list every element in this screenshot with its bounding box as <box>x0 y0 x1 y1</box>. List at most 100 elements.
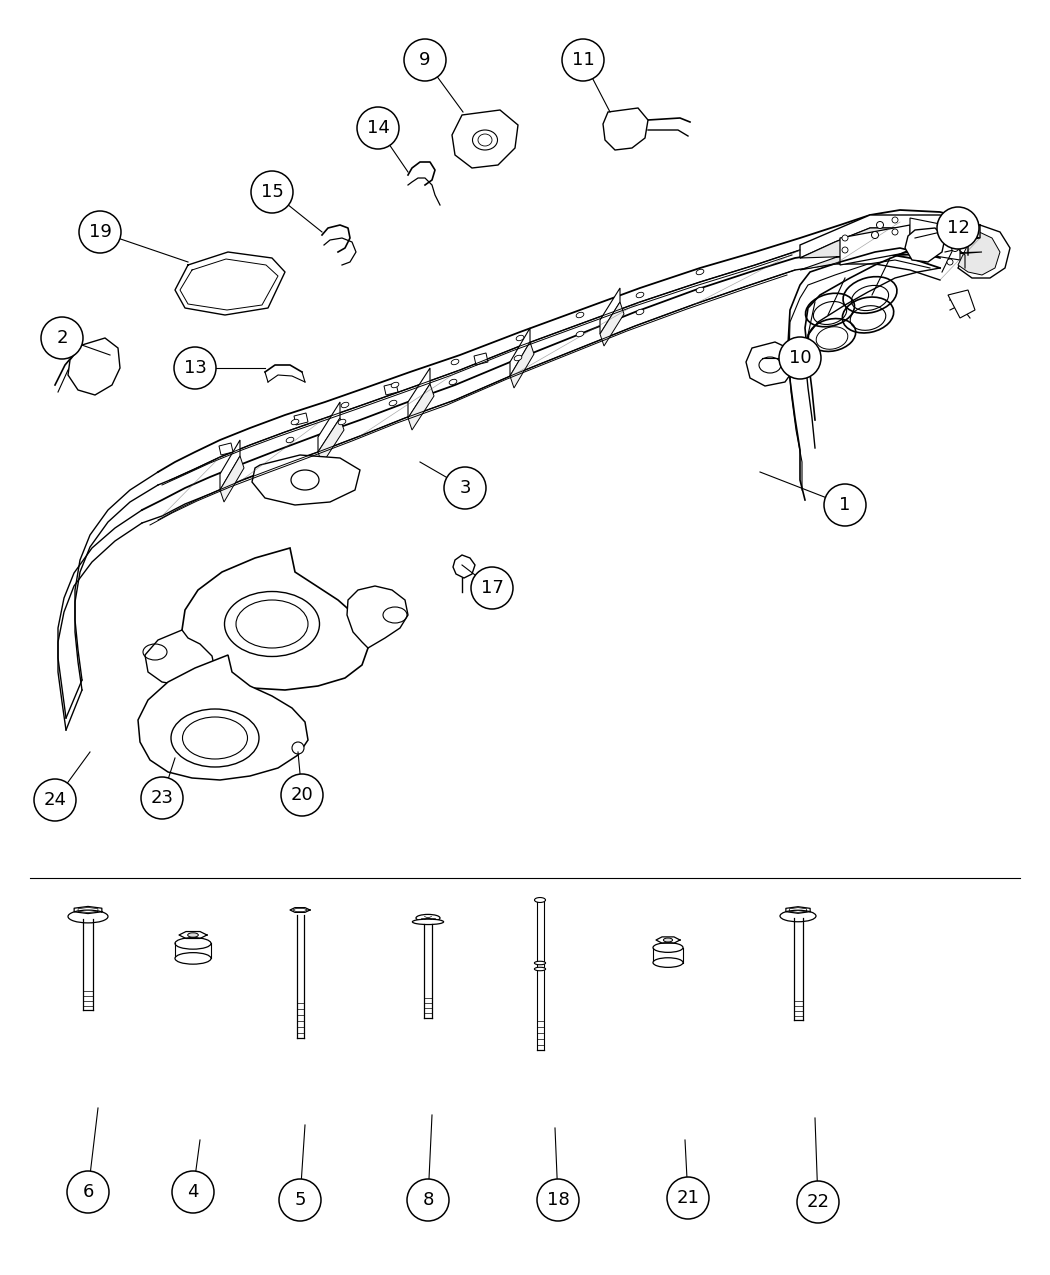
Ellipse shape <box>696 269 704 274</box>
Text: 2: 2 <box>57 329 68 347</box>
Ellipse shape <box>175 937 211 949</box>
Text: 12: 12 <box>946 219 969 237</box>
Polygon shape <box>600 302 624 346</box>
Polygon shape <box>794 918 802 1020</box>
Polygon shape <box>145 630 215 686</box>
Polygon shape <box>296 915 303 1038</box>
Polygon shape <box>178 932 207 938</box>
Ellipse shape <box>514 356 522 361</box>
Ellipse shape <box>696 287 704 293</box>
Polygon shape <box>603 108 648 150</box>
Circle shape <box>34 779 76 821</box>
Circle shape <box>957 242 963 249</box>
Polygon shape <box>958 224 1010 278</box>
Polygon shape <box>785 907 811 913</box>
Text: 6: 6 <box>82 1183 93 1201</box>
Polygon shape <box>384 382 398 395</box>
Text: 20: 20 <box>291 785 313 805</box>
Text: 24: 24 <box>43 790 66 810</box>
Polygon shape <box>510 342 534 388</box>
Polygon shape <box>175 944 211 959</box>
Ellipse shape <box>287 437 294 442</box>
Circle shape <box>877 222 883 228</box>
Ellipse shape <box>534 961 546 965</box>
Polygon shape <box>537 901 544 1051</box>
Polygon shape <box>220 440 240 490</box>
Circle shape <box>937 207 979 249</box>
Circle shape <box>892 217 898 223</box>
Ellipse shape <box>341 403 349 408</box>
Ellipse shape <box>534 898 546 903</box>
Circle shape <box>404 40 446 82</box>
Polygon shape <box>408 368 430 418</box>
Polygon shape <box>346 586 408 648</box>
Polygon shape <box>83 918 93 1010</box>
Text: 8: 8 <box>422 1191 434 1209</box>
Circle shape <box>562 40 604 82</box>
Circle shape <box>67 1170 109 1213</box>
Circle shape <box>141 776 183 819</box>
Text: 11: 11 <box>571 51 594 69</box>
Ellipse shape <box>175 952 211 964</box>
Polygon shape <box>905 228 945 261</box>
Polygon shape <box>800 228 982 270</box>
Ellipse shape <box>517 335 524 340</box>
Circle shape <box>957 227 963 233</box>
Text: 9: 9 <box>419 51 430 69</box>
Text: 23: 23 <box>150 789 173 807</box>
Polygon shape <box>294 413 308 425</box>
Circle shape <box>444 467 486 509</box>
Polygon shape <box>474 353 488 365</box>
Ellipse shape <box>338 419 345 425</box>
Ellipse shape <box>68 910 108 923</box>
Polygon shape <box>318 402 340 453</box>
Text: 22: 22 <box>806 1193 830 1211</box>
Circle shape <box>174 347 216 389</box>
Circle shape <box>292 742 304 754</box>
Ellipse shape <box>449 379 457 385</box>
Ellipse shape <box>636 310 644 315</box>
Polygon shape <box>408 384 434 430</box>
Polygon shape <box>75 907 102 914</box>
Polygon shape <box>600 288 620 334</box>
Text: 13: 13 <box>184 360 207 377</box>
Circle shape <box>779 337 821 379</box>
Ellipse shape <box>291 419 299 425</box>
Text: 19: 19 <box>88 223 111 241</box>
Polygon shape <box>656 937 680 944</box>
Text: 17: 17 <box>481 579 503 597</box>
Polygon shape <box>182 548 368 690</box>
Polygon shape <box>840 224 910 265</box>
Polygon shape <box>910 218 960 260</box>
Polygon shape <box>958 230 1000 275</box>
Circle shape <box>357 107 399 149</box>
Polygon shape <box>290 908 310 913</box>
Polygon shape <box>252 455 360 505</box>
Polygon shape <box>746 342 795 386</box>
Polygon shape <box>510 328 530 376</box>
Text: 21: 21 <box>676 1190 699 1207</box>
Ellipse shape <box>392 382 399 388</box>
Polygon shape <box>424 924 432 1017</box>
Text: 3: 3 <box>459 479 470 497</box>
Circle shape <box>79 210 121 252</box>
Circle shape <box>537 1179 579 1221</box>
Polygon shape <box>138 655 308 780</box>
Ellipse shape <box>576 332 584 337</box>
Polygon shape <box>800 215 980 258</box>
Text: 14: 14 <box>366 119 390 136</box>
Circle shape <box>872 232 879 238</box>
Circle shape <box>947 259 953 265</box>
Ellipse shape <box>452 360 459 365</box>
Text: 10: 10 <box>789 349 812 367</box>
Ellipse shape <box>653 958 682 968</box>
Ellipse shape <box>576 312 584 317</box>
Polygon shape <box>653 947 682 963</box>
Circle shape <box>957 235 964 241</box>
Circle shape <box>842 235 848 241</box>
Ellipse shape <box>636 292 644 298</box>
Circle shape <box>281 774 323 816</box>
Polygon shape <box>68 338 120 395</box>
Circle shape <box>251 171 293 213</box>
Ellipse shape <box>653 942 682 952</box>
